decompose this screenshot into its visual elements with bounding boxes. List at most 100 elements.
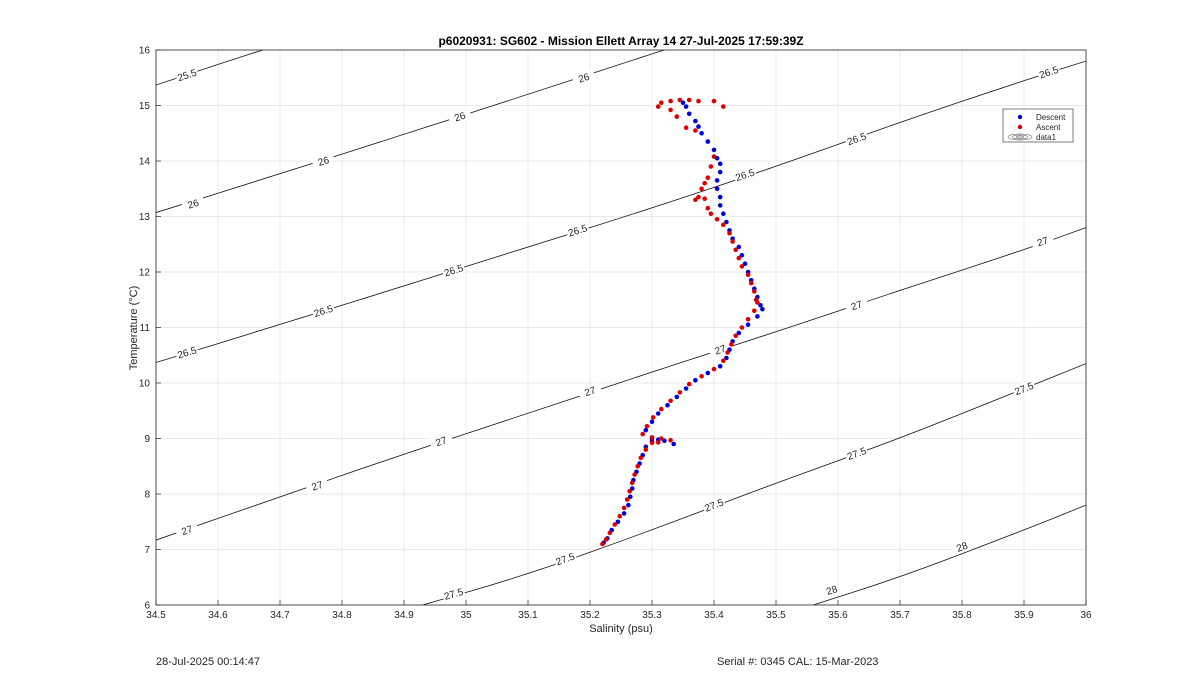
ascent-point [629,480,635,486]
y-tick-label: 9 [144,434,150,445]
ascent-point [649,435,655,440]
ascent-point [721,104,726,109]
ascent-point [638,455,644,461]
x-tick-label: 35.6 [828,610,848,621]
ascent-point [621,505,627,511]
descent-point [693,118,698,124]
ascent-point [668,107,673,113]
y-tick-label: 15 [139,101,151,112]
y-tick-label: 13 [139,212,151,223]
data-series [600,97,765,547]
ascent-point [699,186,704,192]
footer-timestamp: 28-Jul-2025 00:14:47 [156,656,260,668]
contour-label-bg [174,65,200,85]
contour-line-28 [813,504,1086,605]
ascent-point [721,222,726,228]
x-tick-label: 36 [1080,610,1092,621]
ascent-point [729,341,734,347]
contour-label-bg [571,68,597,87]
descent-point [683,104,689,109]
descent-point [717,169,723,175]
descent-point [755,314,760,319]
contour-label-bg [304,476,330,495]
descent-point [674,394,680,400]
ascent-point [693,128,698,133]
contour-label-bg [844,444,869,463]
ascent-point [635,464,640,469]
ascent-point [659,436,664,441]
contour-label: 28 [955,540,970,554]
contour-label-bg [552,549,578,569]
ascent-point [711,366,717,372]
contour-label-bg [949,537,975,557]
descent-point [649,419,655,425]
contour-label-bg [565,221,590,240]
grid [155,49,1087,606]
legend-contour-icon [1007,133,1033,141]
ascent-point [752,289,757,294]
x-tick-label: 35.8 [952,610,972,621]
ascent-point [702,180,707,186]
x-tick-label: 35 [460,610,472,621]
descent-point [626,502,631,508]
x-tick-label: 35.1 [518,610,538,621]
contour-label-bg [447,107,473,126]
ascent-point [748,280,754,286]
descent-point [736,330,742,336]
density-contours: 25.5 2626262626.526.526.526.526.526.526.5… [156,50,1086,605]
ascent-point [677,390,683,395]
ascent-point [603,537,609,542]
ascent-point [705,205,711,211]
descent-point [736,244,742,250]
descent-point [680,100,686,105]
ascent-point [711,98,717,104]
ascent-point [640,431,645,437]
x-tick-label: 35.2 [580,610,600,621]
contour-label-bg [311,151,336,171]
ascent-point [668,398,673,404]
contour-label: 27.5 [443,587,465,603]
ascent-point [711,154,717,159]
y-tick-label: 7 [144,545,150,556]
ascent-point [696,194,701,200]
ascent-point [627,488,632,494]
descent-point [671,441,676,447]
ascent-point [705,175,711,180]
ascent-point [736,255,742,261]
contour-label-bg [844,129,869,149]
descent-point [705,370,711,376]
descent-point [696,124,701,129]
legend-descent-marker [1017,114,1023,120]
descent-point [714,178,720,183]
ascent-point [739,325,745,330]
ascent-point [655,440,661,445]
chart-title: p6020931: SG602 - Mission Ellett Array 1… [438,34,803,48]
ascent-point [612,522,618,527]
legend: Descent Ascent data1 [1002,108,1074,143]
descent-point [714,186,720,192]
ascent-point [659,406,664,412]
contour-label: 27 [180,524,195,538]
ascent-point [668,437,673,443]
contour-label: 26 [577,72,591,86]
ascent-point [752,308,757,314]
ascent-point [649,440,655,446]
series-ascent [600,97,760,547]
contour-label: 26 [317,155,331,169]
ascent-point [745,272,751,278]
ascent-point [686,381,692,387]
contour-label-bg [1030,232,1055,251]
x-tick-label: 35.4 [704,610,724,621]
contour-label-bg [707,340,733,359]
contour-label-bg [732,165,758,185]
ascent-point [708,211,714,216]
contour-label: 27 [1036,235,1050,249]
ascent-point [725,350,730,355]
ascent-point [686,97,692,103]
contour-label-bg [1011,378,1037,399]
descent-point [745,322,751,328]
ascent-point [702,196,707,201]
contour-label: 27 [435,435,449,449]
ascent-point [739,264,745,269]
